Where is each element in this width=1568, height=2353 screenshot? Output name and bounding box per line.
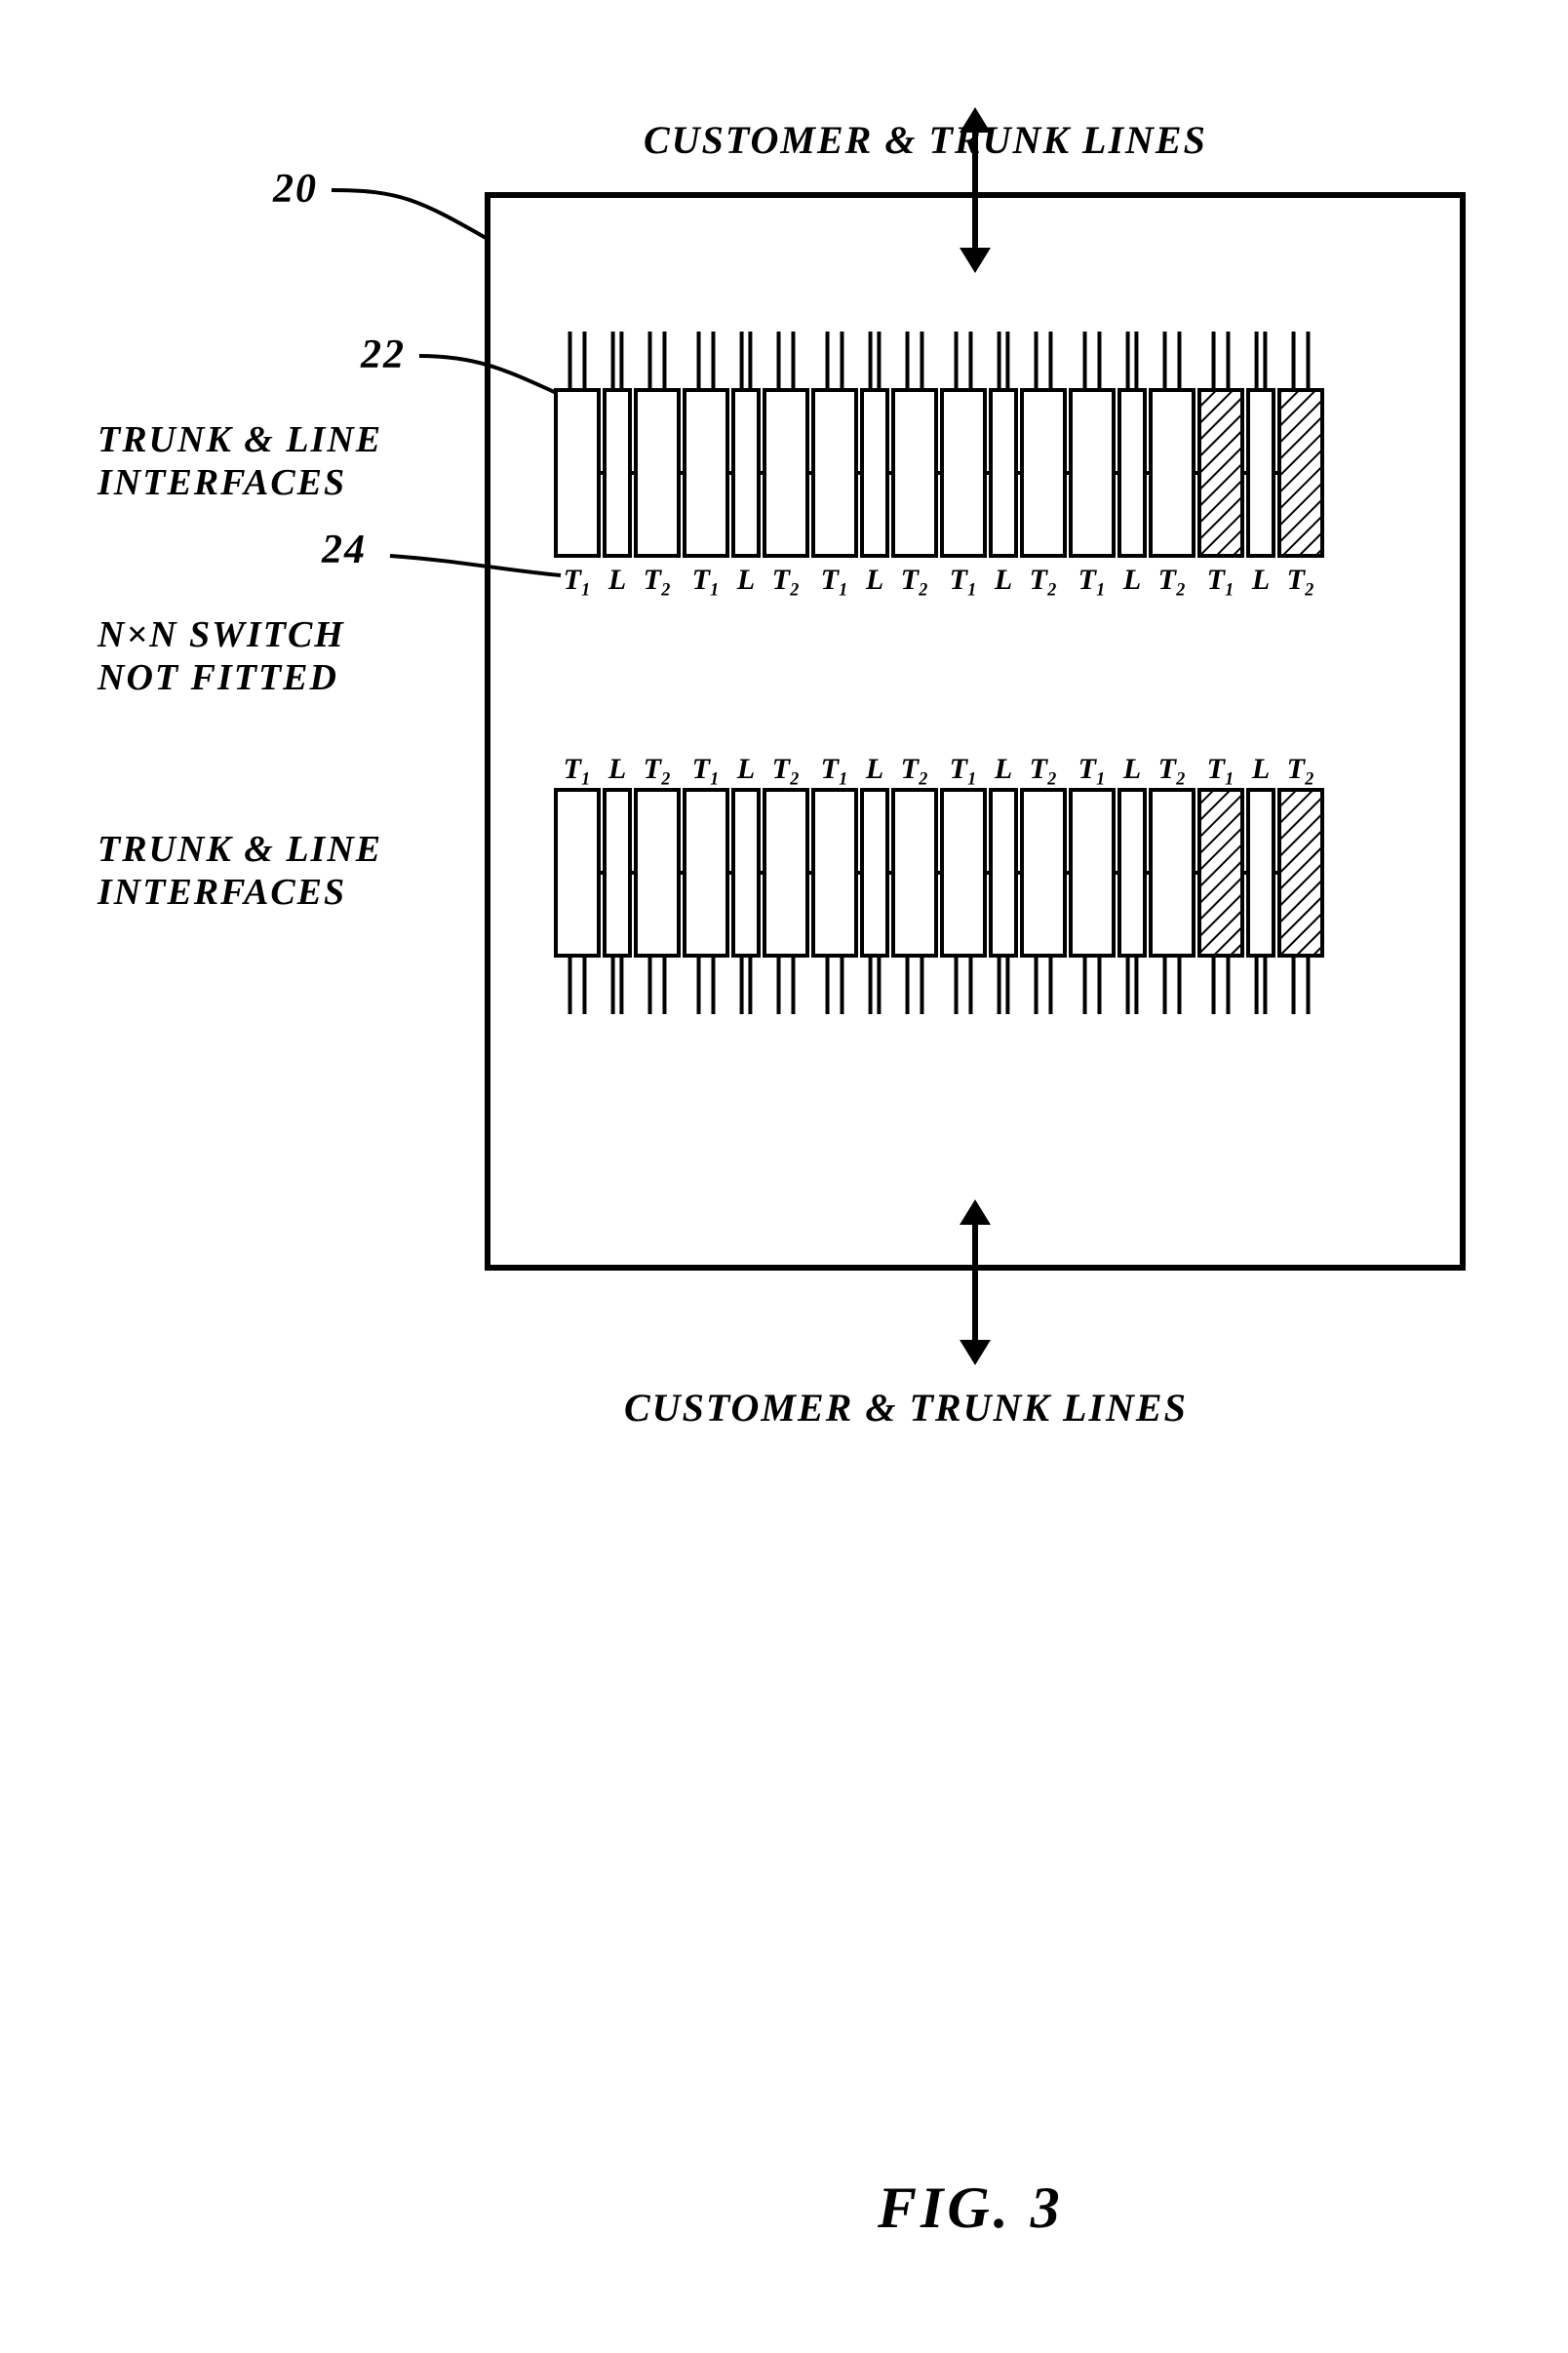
svg-text:L: L	[994, 564, 1012, 596]
svg-text:L: L	[1251, 753, 1270, 785]
svg-text:L: L	[865, 753, 883, 785]
title-top: CUSTOMER & TRUNK LINES	[644, 117, 1207, 163]
label-interfaces-top: TRUNK & LINE INTERFACES	[98, 419, 382, 504]
svg-text:T₂: T₂	[1287, 564, 1315, 596]
svg-text:L: L	[608, 753, 626, 785]
svg-text:L: L	[608, 564, 626, 596]
svg-text:T₂: T₂	[1287, 753, 1315, 785]
svg-text:T₁: T₁	[821, 564, 849, 596]
title-bottom: CUSTOMER & TRUNK LINES	[624, 1385, 1188, 1431]
svg-text:T₁: T₁	[564, 564, 592, 596]
svg-text:L: L	[865, 564, 883, 596]
svg-text:T₂: T₂	[644, 753, 672, 785]
svg-text:T₁: T₁	[950, 564, 978, 596]
svg-text:L: L	[994, 753, 1012, 785]
ref-20: 20	[273, 166, 318, 213]
svg-text:T₁: T₁	[1078, 564, 1107, 596]
svg-text:L: L	[1122, 564, 1141, 596]
svg-text:T₁: T₁	[692, 564, 721, 596]
label-switch: N×N SWITCH NOT FITTED	[98, 614, 345, 699]
figure-caption: FIG. 3	[878, 2175, 1064, 2242]
svg-text:L: L	[1122, 753, 1141, 785]
svg-text:T₂: T₂	[1030, 753, 1058, 785]
ref-22: 22	[361, 332, 406, 378]
svg-text:T₂: T₂	[772, 564, 801, 596]
label-interfaces-bottom: TRUNK & LINE INTERFACES	[98, 829, 382, 914]
svg-text:T₁: T₁	[950, 753, 978, 785]
svg-text:T₁: T₁	[692, 753, 721, 785]
svg-text:T₂: T₂	[772, 753, 801, 785]
svg-text:T₂: T₂	[1158, 564, 1187, 596]
svg-text:T₁: T₁	[1078, 753, 1107, 785]
svg-text:T₂: T₂	[1158, 753, 1187, 785]
svg-text:L: L	[1251, 564, 1270, 596]
svg-text:L: L	[736, 753, 755, 785]
svg-text:T₁: T₁	[821, 753, 849, 785]
ref-24: 24	[322, 527, 367, 573]
svg-text:T₂: T₂	[1030, 564, 1058, 596]
svg-text:T₂: T₂	[901, 564, 929, 596]
svg-text:T₂: T₂	[901, 753, 929, 785]
svg-text:L: L	[736, 564, 755, 596]
svg-text:T₁: T₁	[1207, 564, 1235, 596]
svg-text:T₁: T₁	[1207, 753, 1235, 785]
svg-text:T₁: T₁	[564, 753, 592, 785]
svg-text:T₂: T₂	[644, 564, 672, 596]
diagram-svg: T₁ L T₂ T₁ L T₂ T₁ L T₂ T₁ L T₂ T₁ L T₂ T₁ L T₂ T₁ L T₂ T₁ L T₂…	[0, 0, 1568, 2348]
